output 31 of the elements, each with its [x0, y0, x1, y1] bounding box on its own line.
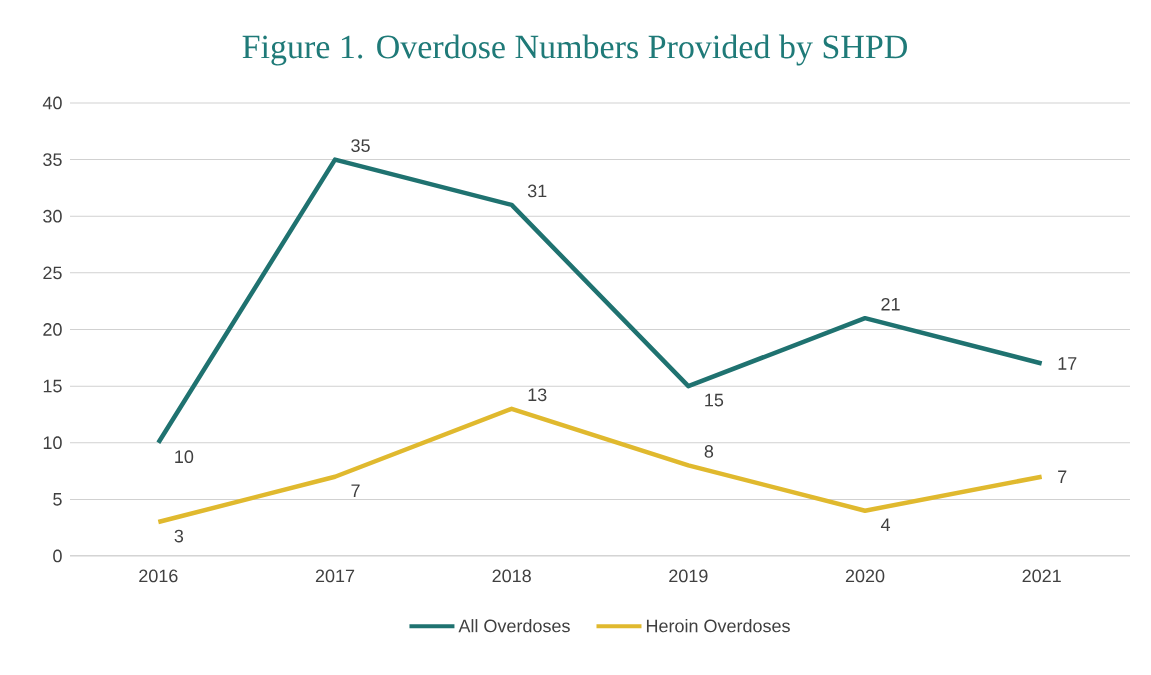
x-tick-label: 2019	[669, 569, 708, 583]
y-tick-label: 10	[43, 436, 62, 450]
data-label: 15	[705, 393, 724, 407]
y-tick-label: 25	[43, 266, 62, 280]
legend-label: Heroin Overdoses	[646, 619, 790, 633]
y-tick-label: 35	[43, 153, 62, 166]
data-label: 10	[175, 450, 194, 464]
y-tick-label: 20	[43, 323, 62, 336]
y-tick-label: 5	[53, 493, 62, 506]
data-label: 21	[881, 297, 900, 311]
data-label: 8	[704, 445, 714, 458]
x-tick-label: 2016	[139, 569, 178, 583]
data-label: 35	[351, 139, 370, 152]
x-tick-label: 2020	[845, 569, 885, 583]
x-tick-label: 2018	[492, 569, 531, 583]
data-label: 13	[528, 388, 547, 402]
x-tick-label: 2021	[1022, 569, 1061, 583]
y-tick-label: 0	[53, 549, 62, 563]
y-tick-label: 30	[43, 209, 62, 223]
data-label: 4	[880, 518, 891, 531]
data-label: 7	[1058, 470, 1067, 483]
y-tick-label: 40	[42, 96, 62, 110]
x-tick-label: 2017	[315, 569, 355, 583]
data-label: 17	[1058, 357, 1077, 370]
data-label: 3	[174, 529, 184, 543]
data-label: 31	[527, 184, 547, 198]
data-label: 7	[351, 484, 360, 497]
legend-label: All Overdoses	[458, 619, 570, 633]
y-tick-label: 15	[43, 379, 62, 393]
line-series	[156, 157, 1044, 445]
chart-title: Figure 1. Overdose Numbers Provided by SHPD	[242, 34, 907, 66]
